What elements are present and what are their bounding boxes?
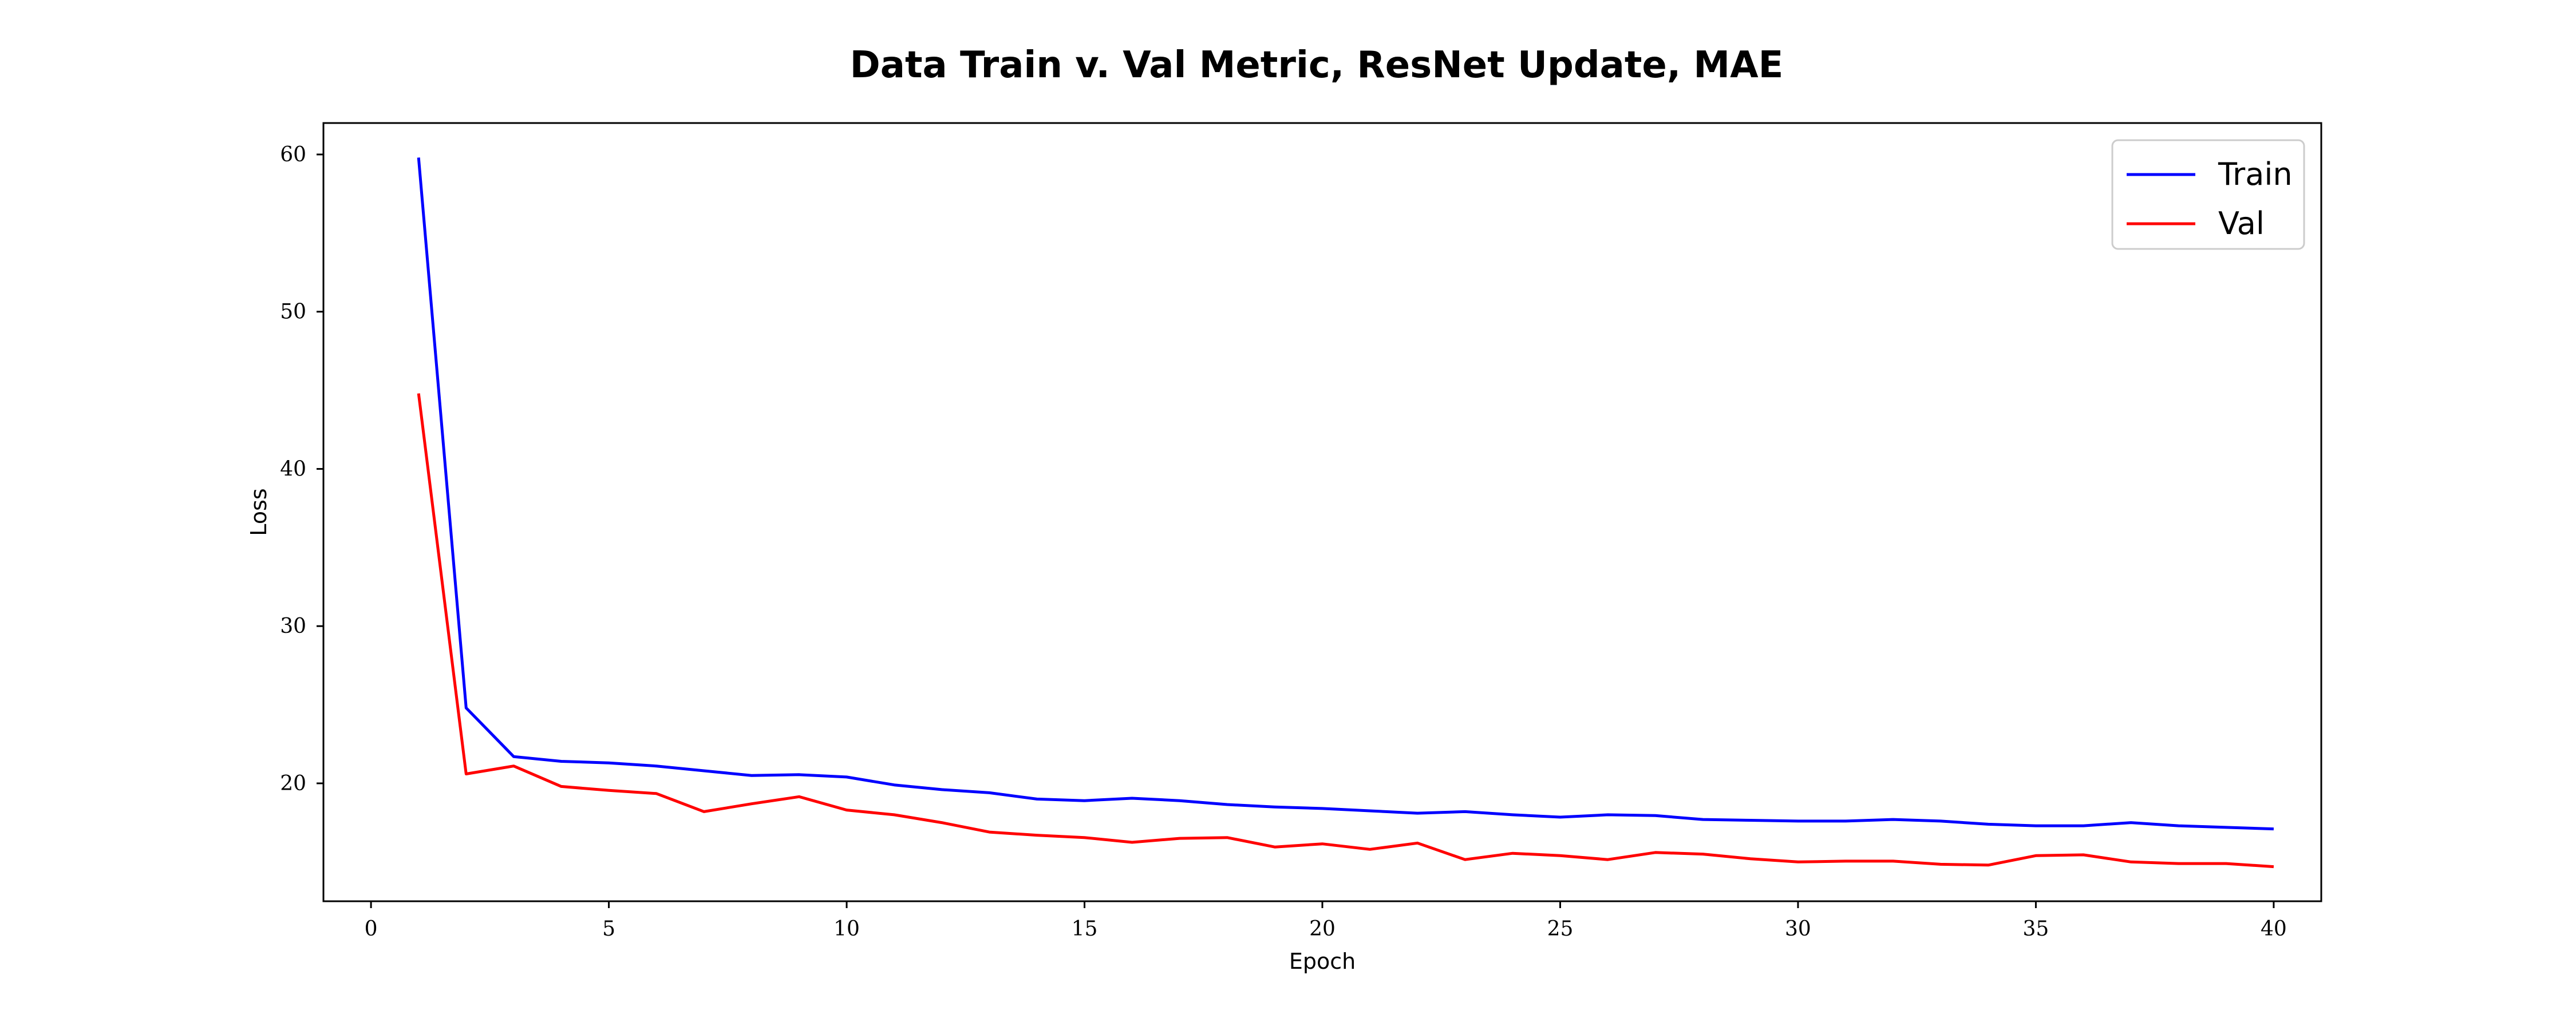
y-tick-label: 50 <box>280 300 306 324</box>
chart-title: Data Train v. Val Metric, ResNet Update,… <box>850 44 1784 86</box>
x-tick-label: 35 <box>2023 917 2049 941</box>
series-line-val <box>417 393 2274 869</box>
series-line-train <box>417 157 2274 831</box>
legend-box <box>2111 139 2305 250</box>
x-tick-label: 25 <box>1547 917 1574 941</box>
x-tick-label: 15 <box>1072 917 1098 941</box>
y-tick-label: 60 <box>280 143 306 167</box>
legend-label-val: Val <box>2218 205 2265 241</box>
x-tick-label: 5 <box>602 917 615 941</box>
y-axis-label: Loss <box>246 488 271 536</box>
y-tick-label: 20 <box>280 772 306 795</box>
legend-label-train: Train <box>2218 156 2293 192</box>
axes: 0 5 10 15 20 25 30 35 40 20 30 40 50 60 <box>280 143 2287 941</box>
plot-frame <box>322 122 2322 902</box>
y-tick-label: 30 <box>280 615 306 638</box>
x-tick-label: 10 <box>833 917 860 941</box>
legend: Train Val <box>2111 139 2305 250</box>
x-tick-label: 40 <box>2261 917 2287 941</box>
x-tick-label: 30 <box>1785 917 1811 941</box>
x-tick-label: 20 <box>1309 917 1336 941</box>
y-tick-label: 40 <box>280 457 306 481</box>
x-tick-label: 0 <box>365 917 378 941</box>
x-axis-label: Epoch <box>1289 949 1356 974</box>
plot-area <box>417 157 2274 869</box>
